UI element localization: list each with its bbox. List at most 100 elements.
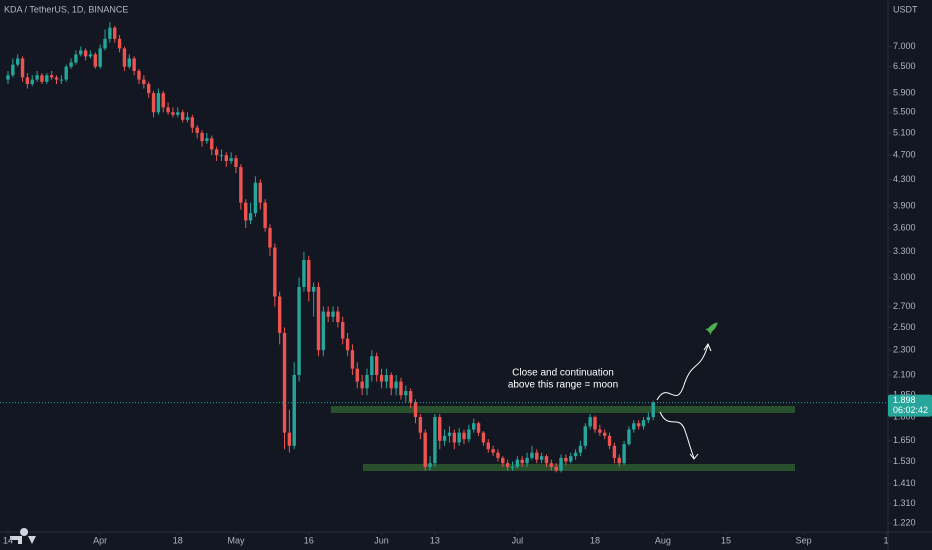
- candle-body: [98, 48, 102, 67]
- annotation: Close and continuation: [512, 368, 614, 379]
- candle-body: [166, 107, 170, 113]
- candle-body: [117, 38, 122, 49]
- candle-body: [515, 459, 520, 467]
- candle-body: [64, 66, 68, 80]
- candle-body: [253, 182, 258, 214]
- candle-body: [326, 311, 330, 317]
- candle-body: [244, 202, 248, 221]
- candle-body: [113, 27, 117, 39]
- candle-body: [564, 457, 568, 462]
- candle-body: [161, 93, 165, 108]
- chart-title: KDA / TetherUS, 1D, BINANCE: [4, 4, 128, 14]
- candle-body: [49, 75, 54, 78]
- candle-body: [79, 50, 83, 55]
- candle-body: [501, 457, 505, 464]
- annotation: above this range = moon: [508, 380, 618, 391]
- candle-body: [607, 435, 612, 446]
- candle-body: [16, 58, 20, 65]
- candle-body: [214, 149, 219, 156]
- y-tick-label: 3.600: [893, 222, 916, 232]
- candle-body: [573, 452, 578, 457]
- y-tick-label: 1.650: [893, 435, 916, 445]
- candle-body: [282, 332, 287, 433]
- candle-body: [54, 77, 59, 80]
- plot-area: [0, 22, 888, 473]
- candle-body: [389, 375, 393, 389]
- candle-body: [350, 350, 355, 369]
- candle-body: [69, 62, 73, 67]
- candle-body: [20, 58, 25, 78]
- x-tick-label: Jul: [512, 535, 524, 545]
- candle-body: [447, 432, 452, 436]
- candle-body: [598, 429, 602, 433]
- candle-body: [171, 112, 175, 115]
- x-tick-label: Aug: [655, 535, 671, 545]
- arrow-head: [703, 342, 712, 352]
- candle-body: [345, 338, 350, 351]
- candle-body: [302, 260, 306, 287]
- candle-body: [287, 432, 292, 446]
- candle-body: [539, 456, 544, 460]
- x-tick-label: 18: [590, 535, 600, 545]
- candle-body: [612, 445, 617, 458]
- candle-body: [641, 420, 646, 427]
- candle-body: [321, 311, 326, 351]
- candle-body: [374, 356, 379, 376]
- candle-body: [25, 77, 30, 85]
- candle-body: [103, 38, 107, 49]
- candle-body: [35, 75, 39, 80]
- candle-body: [505, 463, 510, 467]
- candle-body: [636, 423, 641, 427]
- candle-body: [370, 356, 374, 376]
- candle-body: [151, 93, 156, 113]
- y-tick-label: 1.950: [893, 390, 916, 400]
- range-zone-lower: [363, 464, 795, 471]
- candle-body: [229, 158, 233, 162]
- logo: [10, 528, 36, 544]
- candle-body: [83, 50, 88, 57]
- y-tick-label: 3.000: [893, 272, 916, 282]
- candle-body: [491, 449, 495, 453]
- candle-body: [200, 132, 204, 142]
- candle-body: [142, 79, 146, 85]
- candle-body: [632, 423, 636, 430]
- candle-body: [384, 375, 389, 382]
- candle-body: [74, 54, 78, 63]
- candle-body: [457, 432, 461, 443]
- candle-body: [418, 417, 423, 433]
- candle-body: [6, 75, 10, 80]
- arrow-head: [689, 453, 699, 460]
- candle-body: [234, 158, 238, 168]
- candle-body: [122, 48, 127, 67]
- candle-body: [476, 423, 481, 433]
- y-tick-label: 7.000: [893, 41, 916, 51]
- arrow-up: [656, 344, 709, 401]
- candle-body: [277, 296, 282, 333]
- candle-body: [30, 79, 34, 85]
- candle-body: [399, 381, 403, 396]
- candle-body: [428, 463, 432, 467]
- candle-body: [224, 155, 229, 162]
- y-tick-label: 3.300: [893, 246, 916, 256]
- candle-body: [442, 435, 447, 441]
- x-tick-label: 14: [3, 535, 13, 545]
- candle-body: [593, 417, 597, 430]
- candle-body: [627, 429, 631, 445]
- candle-body: [472, 423, 476, 430]
- candle-body: [11, 64, 15, 76]
- candle-body: [297, 286, 301, 376]
- y-tick-label: 2.300: [893, 345, 916, 355]
- x-tick-label: Apr: [93, 535, 107, 545]
- candle-body: [602, 432, 607, 436]
- candle-body: [646, 417, 651, 421]
- candle-body: [578, 445, 583, 453]
- candle-body: [88, 54, 93, 57]
- candle-body: [316, 286, 321, 351]
- candle-body: [273, 247, 277, 297]
- candle-body: [622, 444, 626, 464]
- y-tick-label: 4.700: [893, 150, 916, 160]
- candle-body: [180, 112, 185, 120]
- countdown-label: 06:02:42: [893, 405, 928, 415]
- candle-body: [258, 182, 262, 203]
- candle-body: [176, 112, 180, 115]
